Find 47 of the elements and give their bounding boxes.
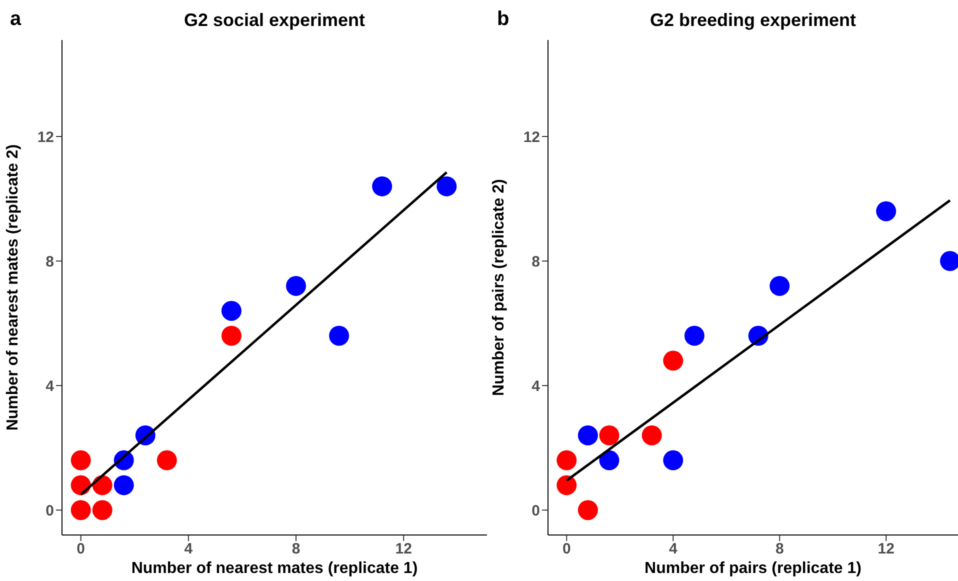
x-tick-label: 8 (775, 540, 784, 558)
point (436, 176, 457, 196)
y-tick-label: 0 (532, 502, 540, 520)
point (663, 450, 684, 470)
text: a (10, 8, 22, 31)
x-tick-label: 8 (292, 540, 300, 558)
x-axis-title: Number of nearest mates (replicate 1) (131, 560, 418, 577)
chart-title: G2 social experiment (182, 10, 366, 31)
x-tick-label: 12 (878, 540, 894, 558)
point (221, 300, 242, 321)
point (221, 326, 242, 346)
point (642, 425, 662, 446)
x-tick-label: 0 (562, 540, 571, 558)
chart-title: G2 breeding experiment (648, 10, 858, 31)
x-axis-title: Number of pairs (replicate 1) (644, 560, 862, 577)
x-tick-label: 12 (395, 540, 412, 558)
point (684, 326, 704, 346)
point (70, 450, 91, 470)
point (114, 475, 134, 496)
point (876, 201, 896, 222)
point (663, 350, 684, 371)
text: b (497, 8, 510, 31)
y-axis-title: Number of pairs (replicate 2) (490, 179, 508, 396)
point (70, 500, 91, 520)
point (372, 176, 392, 196)
x-tick-label: 4 (184, 540, 194, 558)
point (770, 276, 790, 296)
point (329, 326, 350, 346)
y-tick-label: 12 (37, 128, 54, 146)
y-tick-label: 8 (532, 253, 540, 270)
x-tick-label: 0 (76, 540, 85, 558)
point (286, 276, 306, 296)
point (578, 500, 598, 520)
y-axis-title: Number of nearest mates (replicate 2) (4, 144, 22, 431)
y-tick-label: 4 (46, 378, 55, 395)
point (599, 450, 620, 470)
y-tick-label: 12 (523, 128, 540, 146)
point (556, 475, 577, 496)
point (578, 425, 598, 446)
y-tick-label: 8 (46, 253, 54, 270)
y-tick-label: 4 (532, 378, 541, 395)
point (556, 450, 577, 470)
x-tick-label: 4 (668, 540, 678, 558)
y-tick-label: 0 (46, 502, 54, 520)
point (599, 425, 620, 446)
point (156, 450, 177, 470)
point (92, 500, 112, 520)
